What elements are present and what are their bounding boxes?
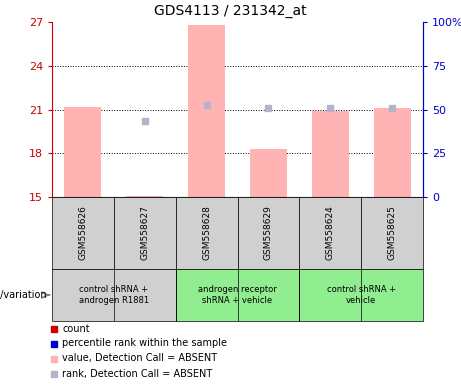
Bar xyxy=(126,195,163,197)
Text: value, Detection Call = ABSENT: value, Detection Call = ABSENT xyxy=(62,354,217,364)
Bar xyxy=(373,108,411,197)
Bar xyxy=(299,269,423,321)
Bar xyxy=(250,149,287,197)
Bar xyxy=(237,197,299,269)
Text: control shRNA +
androgen R1881: control shRNA + androgen R1881 xyxy=(79,285,149,305)
Bar xyxy=(299,197,361,269)
Text: GDS4113 / 231342_at: GDS4113 / 231342_at xyxy=(154,4,307,18)
Bar xyxy=(52,197,114,269)
Text: count: count xyxy=(62,323,89,333)
Text: genotype/variation: genotype/variation xyxy=(0,290,47,300)
Bar xyxy=(176,197,237,269)
Bar xyxy=(361,197,423,269)
Bar xyxy=(188,25,225,197)
Bar xyxy=(52,269,176,321)
Text: androgen receptor
shRNA + vehicle: androgen receptor shRNA + vehicle xyxy=(198,285,277,305)
Text: GSM558625: GSM558625 xyxy=(388,205,396,260)
Bar xyxy=(114,197,176,269)
Text: GSM558626: GSM558626 xyxy=(78,205,88,260)
Bar xyxy=(65,107,101,197)
Text: GSM558627: GSM558627 xyxy=(140,205,149,260)
Text: percentile rank within the sample: percentile rank within the sample xyxy=(62,339,227,349)
Bar xyxy=(176,269,299,321)
Text: GSM558629: GSM558629 xyxy=(264,205,273,260)
Text: rank, Detection Call = ABSENT: rank, Detection Call = ABSENT xyxy=(62,369,212,379)
Text: GSM558628: GSM558628 xyxy=(202,205,211,260)
Bar xyxy=(312,111,349,197)
Text: GSM558624: GSM558624 xyxy=(326,205,335,260)
Text: control shRNA +
vehicle: control shRNA + vehicle xyxy=(326,285,396,305)
